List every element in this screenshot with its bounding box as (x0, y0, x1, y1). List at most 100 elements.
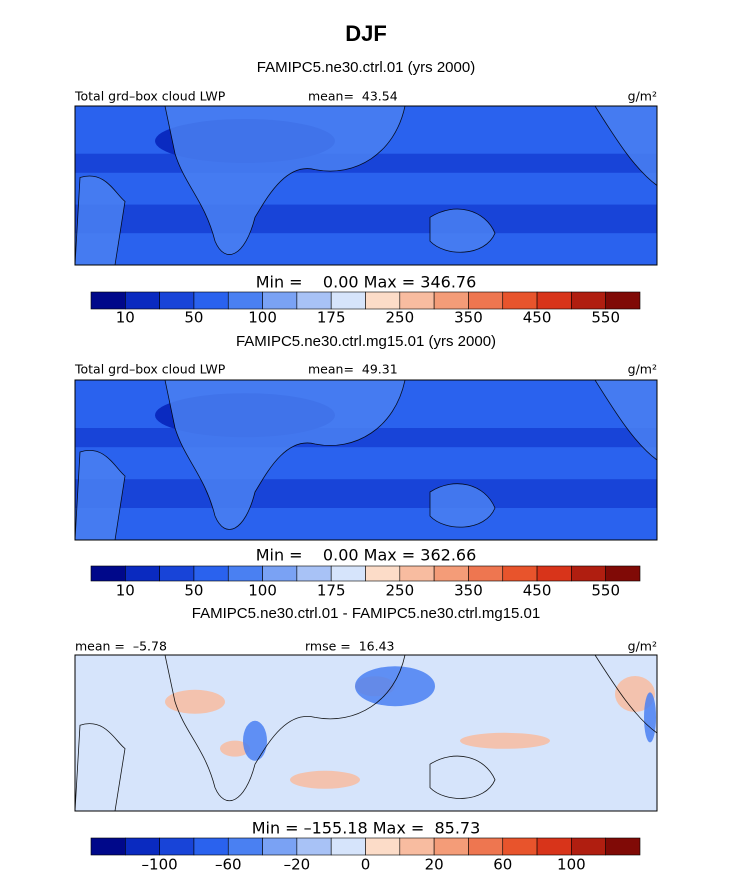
map-frame (74, 654, 658, 812)
colorbar-box (193, 291, 229, 310)
colorbar-box (605, 565, 641, 582)
min-max-label: Min = –155.18 Max = 85.73 (252, 819, 481, 838)
map-frame (74, 379, 658, 541)
colorbar-box (399, 565, 435, 582)
panel-stat-label: rmse = 16.43 (305, 639, 394, 654)
map-coastline (429, 483, 496, 528)
map-anomaly (615, 676, 655, 712)
map-anomaly (220, 740, 250, 757)
map-band (75, 479, 657, 508)
colorbar-box (296, 837, 332, 856)
colorbar-box (193, 837, 229, 856)
map-coastline (74, 450, 126, 541)
colorbar-box (296, 565, 332, 582)
panel-left-label: Total grd–box cloud LWP (74, 89, 226, 104)
colorbar-box (159, 565, 195, 582)
colorbar-label: 100 (557, 856, 586, 874)
colorbar-label: 20 (425, 856, 444, 874)
colorbar-box (330, 291, 366, 310)
colorbar-label: 350 (454, 582, 483, 600)
colorbar-box (227, 565, 263, 582)
map-coastline (429, 755, 496, 799)
colorbar-label: 250 (385, 309, 414, 327)
map-coastline (429, 208, 496, 253)
colorbar-box (536, 291, 572, 310)
colorbar-box (571, 565, 606, 582)
colorbar-box (468, 291, 504, 310)
panel-stat-label: mean= 43.54 (308, 89, 398, 104)
colorbar-box (125, 291, 160, 310)
panel-units: g/m² (628, 362, 657, 377)
map-coastline (164, 105, 406, 255)
colorbar-label: 100 (248, 309, 277, 327)
panel-left-label: Total grd–box cloud LWP (74, 362, 226, 377)
colorbar-label: –100 (142, 856, 178, 874)
panel-stat-label: mean= 49.31 (308, 362, 398, 377)
colorbar-box (605, 837, 641, 856)
colorbar-label: –20 (284, 856, 311, 874)
colorbar-box (536, 837, 572, 856)
colorbar-box (502, 291, 538, 310)
colorbar-label: 250 (385, 582, 414, 600)
map-anomaly (355, 666, 435, 707)
colorbar-box (90, 565, 126, 582)
panel-left-label: mean = –5.78 (75, 639, 167, 654)
colorbar-label: 10 (116, 582, 135, 600)
panel-title: FAMIPC5.ne30.ctrl.mg15.01 (yrs 2000) (236, 333, 496, 350)
colorbar-label: 350 (454, 309, 483, 327)
map-coastline (74, 723, 126, 812)
colorbar-label: 10 (116, 309, 135, 327)
colorbar-label: 50 (184, 309, 203, 327)
map-anomaly (644, 692, 656, 743)
colorbar-box (330, 837, 366, 856)
colorbar-box (125, 565, 160, 582)
colorbar-box (227, 837, 263, 856)
colorbar-label: 550 (591, 309, 620, 327)
colorbar-label: 550 (591, 582, 620, 600)
colorbar-box (262, 565, 298, 582)
colorbar-label: 100 (248, 582, 277, 600)
colorbar-box (399, 837, 435, 856)
colorbar-label: 175 (317, 582, 346, 600)
map-coastline (164, 379, 406, 530)
panel-units: g/m² (628, 89, 657, 104)
colorbar-box (502, 565, 538, 582)
colorbar-box (125, 837, 160, 856)
colorbar-box (330, 565, 366, 582)
map-coastline (74, 175, 126, 266)
colorbar-box (296, 291, 332, 310)
colorbar-label: –60 (215, 856, 242, 874)
colorbar-box (571, 837, 606, 856)
figure-title: DJF (345, 21, 387, 46)
colorbar-box (605, 291, 641, 310)
panel-title: FAMIPC5.ne30.ctrl.01 (yrs 2000) (257, 59, 475, 76)
colorbar-box (399, 291, 435, 310)
colorbar-box (90, 837, 126, 856)
colorbar-label: 450 (523, 582, 552, 600)
map-anomaly (165, 689, 225, 714)
colorbar-box (433, 837, 469, 856)
panel-units: g/m² (628, 639, 657, 654)
colorbar-box (365, 565, 401, 582)
colorbar-box (193, 565, 229, 582)
colorbar-box (433, 565, 469, 582)
colorbar-box (365, 837, 401, 856)
map-anomaly (460, 732, 550, 749)
colorbar-box (468, 565, 504, 582)
colorbar-label: 50 (184, 582, 203, 600)
colorbar-box (502, 837, 538, 856)
map-anomaly (290, 770, 360, 789)
colorbar-box (90, 291, 126, 310)
colorbar-box (536, 565, 572, 582)
colorbar-box (365, 291, 401, 310)
map-frame (74, 105, 658, 266)
map-band (75, 204, 657, 234)
min-max-label: Min = 0.00 Max = 346.76 (256, 273, 477, 292)
map-coastline (164, 654, 406, 802)
colorbar-box (468, 837, 504, 856)
colorbar-box (159, 291, 195, 310)
colorbar-box (227, 291, 263, 310)
colorbar-box (159, 837, 195, 856)
colorbar-box (262, 291, 298, 310)
